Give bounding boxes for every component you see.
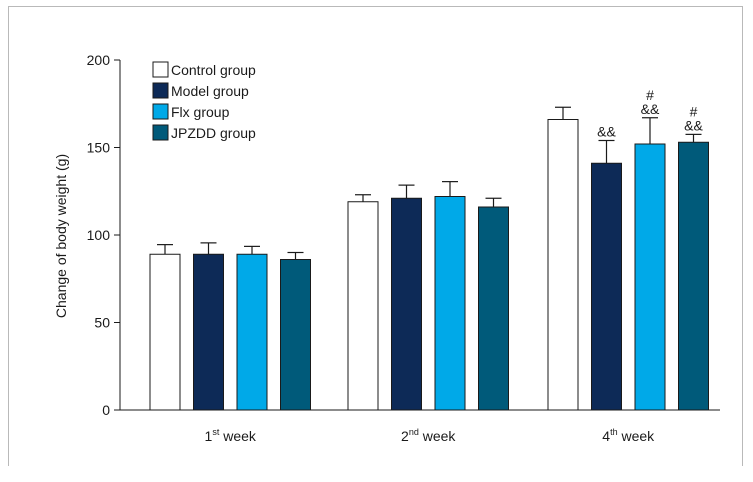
y-tick-label: 150	[87, 140, 111, 156]
significance-label: #	[690, 103, 698, 119]
y-tick-label: 100	[87, 227, 111, 243]
bar	[193, 253, 224, 411]
y-tick-label: 50	[94, 315, 110, 331]
bar	[347, 201, 379, 411]
legend: Control group Model group Flx group JPZDD g…	[152, 61, 256, 141]
y-axis-title: Change of body weight (g)	[53, 154, 69, 318]
significance-label: &&	[641, 101, 660, 117]
bar	[478, 206, 509, 411]
y-tick-label: 200	[87, 52, 111, 68]
x-tick-label: 1st week	[205, 427, 257, 444]
legend-swatch	[152, 103, 169, 120]
bar	[678, 141, 709, 411]
x-tick-label: 4th week	[602, 427, 655, 444]
bar	[236, 253, 268, 411]
x-tick-label: 2nd week	[401, 427, 456, 444]
significance-label: #	[646, 87, 654, 103]
legend-label: Model group	[171, 83, 249, 99]
significance-label: &&	[597, 124, 616, 140]
y-tick-label: 0	[102, 402, 110, 418]
bar	[280, 259, 311, 411]
legend-swatch	[152, 61, 169, 78]
legend-swatch	[152, 82, 169, 99]
bar	[149, 253, 181, 411]
significance-label: &&	[684, 117, 703, 133]
bar	[634, 143, 666, 411]
chart-frame	[8, 6, 743, 466]
bar	[434, 196, 466, 411]
bar	[547, 119, 579, 411]
legend-label: Control group	[171, 62, 256, 78]
bars: &&#&& #&&	[149, 87, 709, 411]
bar	[591, 162, 622, 411]
y-ticks: 0 50 100 150 200	[87, 52, 120, 418]
bar	[391, 197, 422, 411]
legend-swatch	[152, 124, 169, 141]
legend-label: JPZDD group	[171, 125, 256, 141]
legend-label: Flx group	[171, 104, 230, 120]
x-tick-labels: 1st week 2nd week 4th week	[205, 427, 656, 444]
